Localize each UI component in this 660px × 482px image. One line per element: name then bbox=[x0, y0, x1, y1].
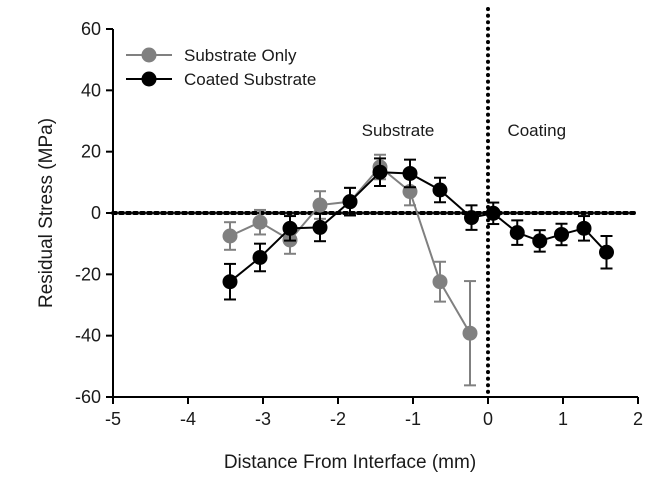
x-tick-label: -1 bbox=[405, 409, 421, 429]
data-point bbox=[509, 225, 525, 241]
data-point bbox=[576, 220, 592, 236]
x-tick-label: -4 bbox=[180, 409, 196, 429]
x-tick-label: 1 bbox=[558, 409, 568, 429]
data-point bbox=[312, 197, 328, 213]
x-tick-label: 2 bbox=[633, 409, 643, 429]
legend-marker bbox=[141, 47, 157, 63]
data-point bbox=[282, 220, 298, 236]
y-tick-label: -20 bbox=[75, 264, 101, 284]
data-point bbox=[599, 244, 614, 260]
y-tick-label: 20 bbox=[81, 142, 101, 162]
y-tick-label: -60 bbox=[75, 387, 101, 407]
data-point bbox=[485, 205, 501, 221]
data-point bbox=[312, 219, 328, 235]
y-axis-label: Residual Stress (MPa) bbox=[36, 118, 57, 308]
region-annotation: Substrate bbox=[362, 121, 435, 140]
data-point bbox=[252, 249, 268, 265]
y-tick-label: 0 bbox=[91, 203, 101, 223]
legend-marker bbox=[141, 71, 157, 87]
legend-label: Coated Substrate bbox=[184, 70, 316, 89]
data-point bbox=[222, 274, 238, 290]
data-point bbox=[462, 325, 478, 341]
data-point bbox=[532, 233, 548, 249]
series-coated-substrate bbox=[222, 157, 614, 301]
data-point bbox=[372, 164, 388, 180]
legend-label: Substrate Only bbox=[184, 46, 297, 65]
data-point bbox=[554, 226, 569, 242]
x-tick-label: -2 bbox=[330, 409, 346, 429]
data-point bbox=[432, 274, 448, 290]
legend: Substrate Only Coated Substrate bbox=[126, 46, 316, 89]
data-point bbox=[464, 210, 479, 226]
x-tick-label: -3 bbox=[255, 409, 271, 429]
x-axis-label: Distance From Interface (mm) bbox=[224, 452, 476, 473]
data-point bbox=[252, 214, 268, 230]
data-point bbox=[342, 194, 358, 210]
data-point bbox=[222, 228, 238, 244]
y-tick-label: -40 bbox=[75, 326, 101, 346]
data-point bbox=[432, 182, 448, 198]
region-annotation: Coating bbox=[507, 121, 566, 140]
data-point bbox=[402, 165, 418, 181]
y-tick-label: 60 bbox=[81, 19, 101, 39]
y-tick-label: 40 bbox=[81, 80, 101, 100]
x-tick-label: -5 bbox=[105, 409, 121, 429]
x-tick-label: 0 bbox=[483, 409, 493, 429]
